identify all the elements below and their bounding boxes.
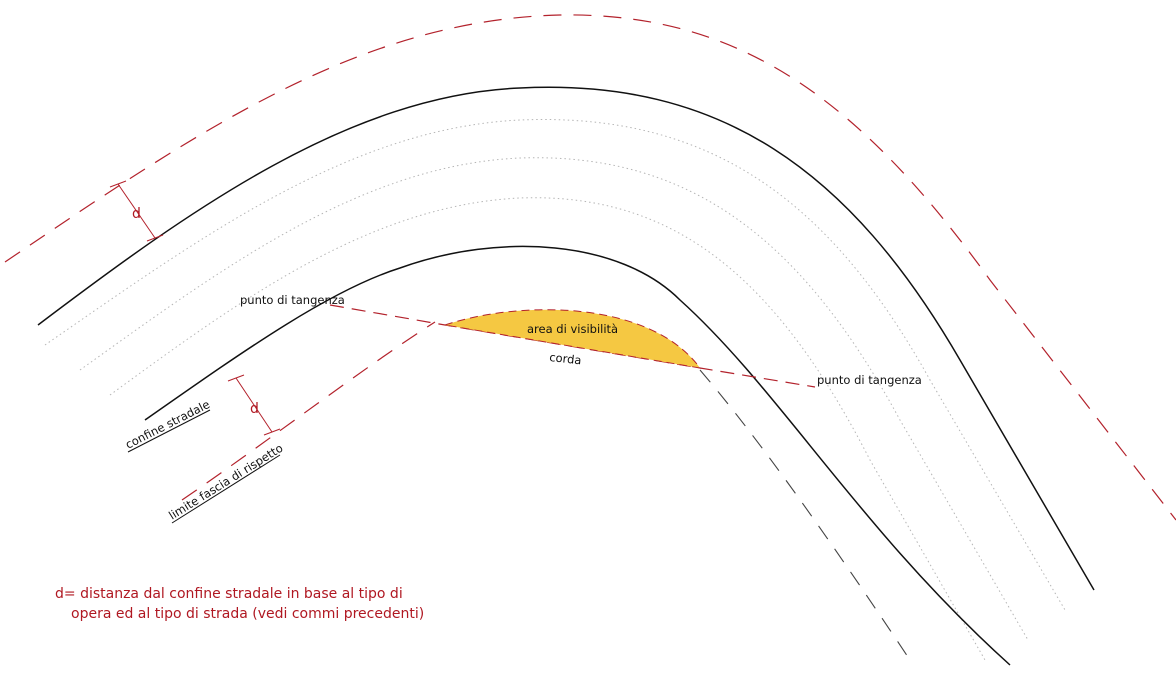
legend-note: d= distanza dal confine stradale in base… [55, 584, 475, 624]
inner-setback-dashed-line-right [699, 369, 911, 661]
legend-line-2: opera ed al tipo di strada (vedi commi p… [71, 606, 425, 622]
setback-limit-underline [171, 454, 281, 524]
legend-line-1: d= distanza dal confine stradale in base… [55, 586, 403, 602]
setback-limit-label: limite fascia di rispetto [166, 441, 285, 523]
distance-marker-top [109, 180, 164, 242]
tangent-point-label-right: punto di tangenza [817, 373, 922, 387]
lane-dotted-line-3 [109, 197, 986, 661]
distance-marker-bottom [227, 374, 281, 436]
road-boundary-underline [127, 409, 211, 453]
distance-label-top: d [132, 206, 141, 222]
lane-dotted-line-1 [44, 118, 1066, 611]
distance-label-bottom: d [250, 401, 259, 417]
road-boundary-label: confine stradale [123, 397, 212, 452]
outer-road-edge [37, 86, 1095, 591]
lane-dotted-line-2 [79, 157, 1029, 641]
tangent-point-label-left: punto di tangenza [240, 293, 345, 307]
chord-label: corda [549, 350, 583, 367]
inner-road-edge [144, 245, 1011, 666]
outer-setback-dashed-line [4, 14, 1176, 521]
visibility-area [444, 309, 702, 369]
visibility-area-label: area di visibilità [527, 322, 618, 336]
inner-setback-dashed-line [181, 321, 436, 501]
